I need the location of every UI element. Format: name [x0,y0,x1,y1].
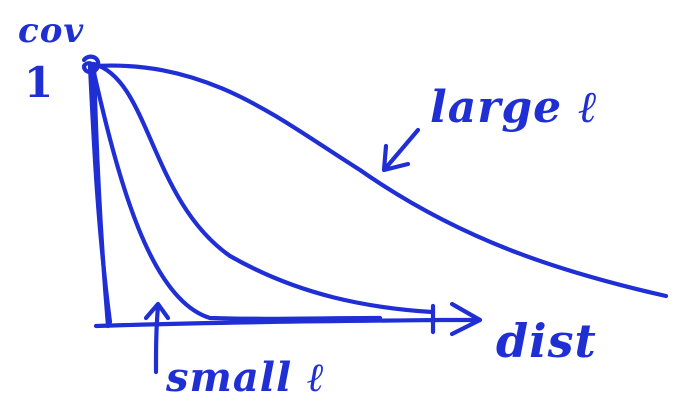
large-label-arrow [381,127,421,173]
large-lengthscale-label: large ℓ [430,82,599,133]
x-axis-label: dist [496,314,597,368]
curve-large-lengthscale [93,63,669,299]
curve-medium-lengthscale [91,61,435,315]
x-axis-arrowhead [449,301,483,337]
curve-smallest-lengthscale [87,63,113,325]
y-axis-tick-label: 1 [24,58,55,107]
curve-small-lengthscale [89,61,383,321]
y-axis-label: cov [18,11,85,51]
small-label-arrow [143,301,171,375]
x-axis-line [93,317,481,329]
small-lengthscale-label: small ℓ [166,354,326,401]
